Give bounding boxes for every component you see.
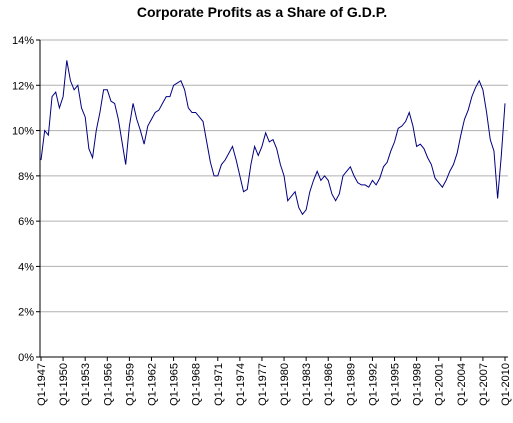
y-tick-label: 6%: [18, 216, 34, 228]
y-tick-label: 10%: [12, 126, 34, 138]
x-tick-label: Q1-1971: [213, 363, 225, 406]
x-tick-label: Q1-2010: [500, 363, 512, 406]
y-tick-label: 8%: [18, 171, 34, 183]
x-tick-label: Q1-1959: [124, 363, 136, 406]
chart-title: Corporate Profits as a Share of G.D.P.: [137, 4, 387, 20]
x-tick-label: Q1-1998: [412, 363, 424, 406]
x-tick-label: Q1-1980: [279, 363, 291, 406]
x-tick-label: Q1-1992: [367, 363, 379, 406]
y-tick-label: 2%: [18, 307, 34, 319]
x-tick-label: Q1-1962: [146, 363, 158, 406]
x-tick-label: Q1-1965: [169, 363, 181, 406]
x-tick-label: Q1-1989: [345, 363, 357, 406]
x-tick-label: Q1-1956: [102, 363, 114, 406]
x-tick-label: Q1-2001: [434, 363, 446, 406]
y-tick-label: 14%: [12, 35, 34, 47]
x-tick-label: Q1-2007: [478, 363, 490, 406]
x-tick-label: Q1-1983: [301, 363, 313, 406]
x-tick-label: Q1-1977: [257, 363, 269, 406]
y-tick-label: 0%: [18, 352, 34, 364]
y-tick-label: 12%: [12, 80, 34, 92]
x-tick-label: Q1-1947: [36, 363, 48, 406]
x-tick-label: Q1-1950: [58, 363, 70, 406]
data-line: [40, 60, 506, 216]
y-tick-label: 4%: [18, 261, 34, 273]
x-tick-label: Q1-1968: [191, 363, 203, 406]
x-tick-label: Q1-1953: [80, 363, 92, 406]
x-tick-label: Q1-1974: [235, 363, 247, 406]
x-tick-label: Q1-2004: [456, 363, 468, 406]
x-tick-label: Q1-1995: [390, 363, 402, 406]
x-tick-label: Q1-1986: [323, 363, 335, 406]
